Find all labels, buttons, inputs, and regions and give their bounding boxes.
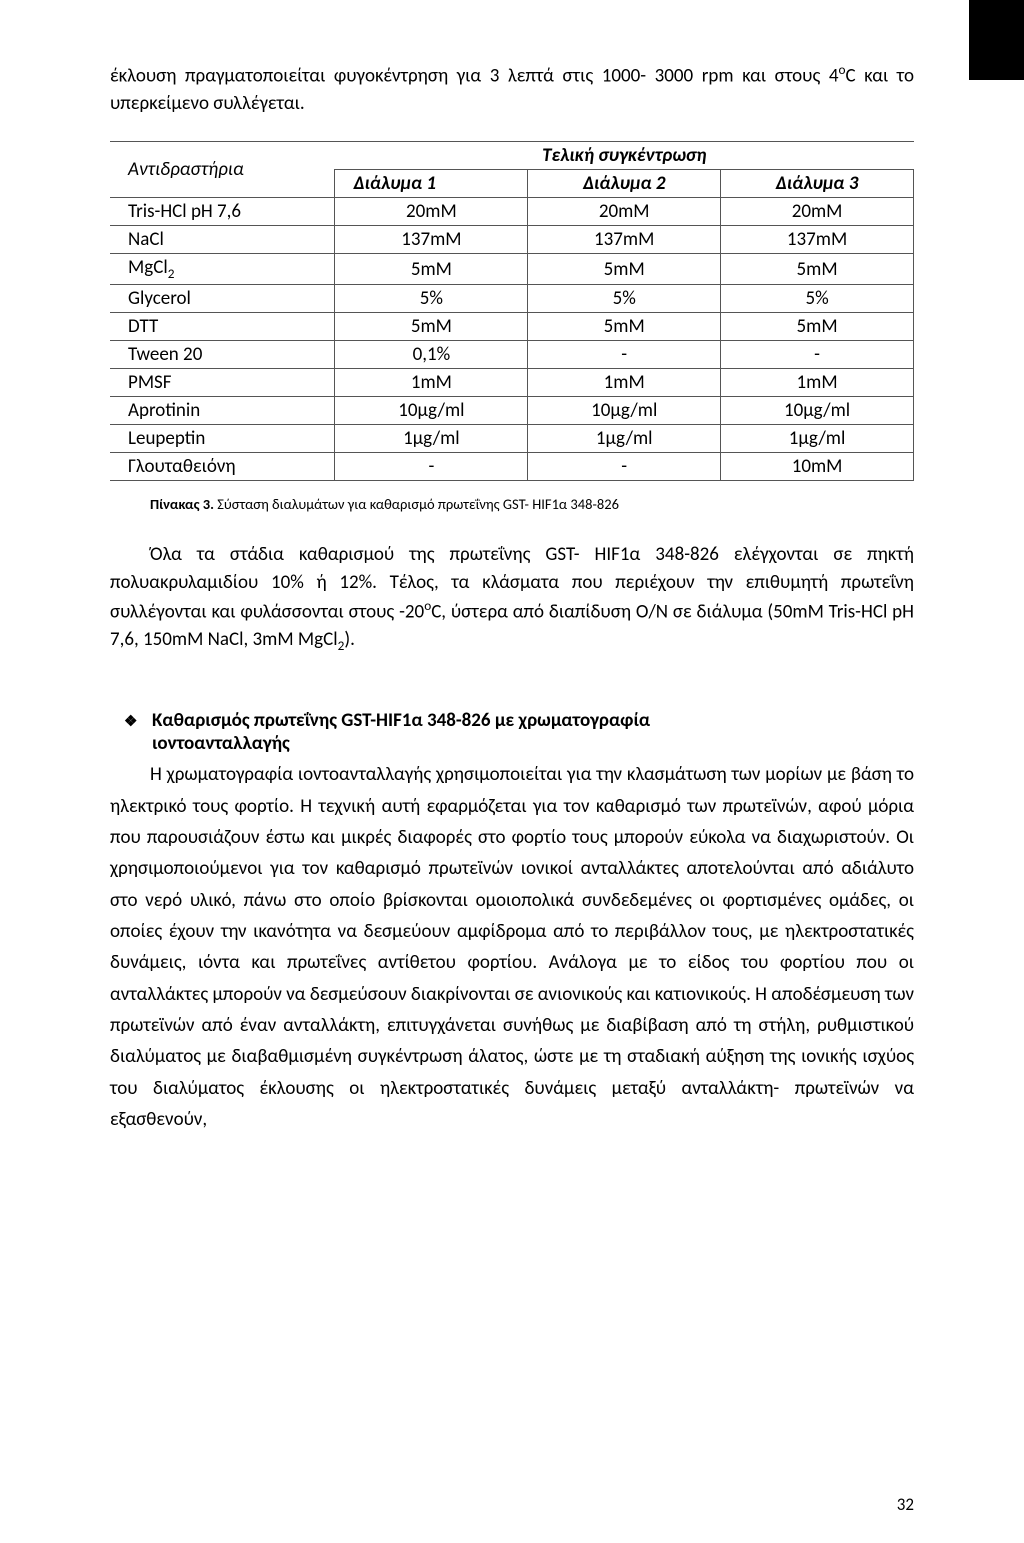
table-row: Glycerol5%5%5% [110,285,914,313]
cell-d2: 5mM [528,254,721,285]
cell-d2: 1mM [528,369,721,397]
cell-d2: 137mM [528,226,721,254]
diamond-bullet-icon: ❖ [110,709,152,755]
table-row: DTT5mM5mM5mM [110,313,914,341]
cell-d3: 10μg/ml [721,397,914,425]
cell-d3: 5mM [721,254,914,285]
section-title-line1: Καθαρισμός πρωτεΐνης GST-HIF1α 348-826 μ… [152,709,650,732]
cell-d2: 5mM [528,313,721,341]
cell-d3: 1mM [721,369,914,397]
reagent-name: Γλουταθειόνη [110,453,335,481]
section-title-line2: ιοντοανταλλαγής [152,732,914,755]
cell-d1: 137mM [335,226,528,254]
cell-d3: 137mM [721,226,914,254]
reagent-name: Leupeptin [110,425,335,453]
cell-d2: 10μg/ml [528,397,721,425]
table-caption: Πίνακας 3. Σύσταση διαλυμάτων για καθαρι… [110,495,914,513]
page: έκλουση πραγματοποιείται φυγοκέντρηση γι… [0,0,1024,1543]
cell-d1: 0,1% [335,341,528,369]
reagent-name: Tween 20 [110,341,335,369]
spacer [110,679,914,709]
storage-paragraph: Όλα τα στάδια καθαρισμού της πρωτεΐνης G… [110,541,914,655]
section-body: Η χρωματογραφία ιοντοανταλλαγής χρησιμοπ… [110,759,914,1135]
cell-d3: 20mM [721,198,914,226]
section-heading: ❖ Καθαρισμός πρωτεΐνης GST-HIF1α 348-826… [110,709,914,755]
caption-prefix: Πίνακας 3. [150,495,214,513]
table-row: Tween 200,1%-- [110,341,914,369]
table-row: NaCl137mM137mM137mM [110,226,914,254]
caption-text: Σύσταση διαλυμάτων για καθαρισμό πρωτεΐν… [214,495,619,513]
reagent-name: NaCl [110,226,335,254]
reagent-name: MgCl2 [110,254,335,285]
intro-text-a: έκλουση πραγματοποιείται φυγοκέντρηση γι… [110,64,838,87]
cell-d1: 5mM [335,254,528,285]
cell-d2: - [528,453,721,481]
reagent-name: Glycerol [110,285,335,313]
th-reagent: Αντιδραστήρια [110,142,335,198]
cell-d1: 20mM [335,198,528,226]
cell-d3: 5% [721,285,914,313]
cell-d1: 1mM [335,369,528,397]
cell-d1: 5% [335,285,528,313]
reagent-name: PMSF [110,369,335,397]
cell-d2: 5% [528,285,721,313]
p2-c: ). [344,628,355,651]
cell-d2: 1μg/ml [528,425,721,453]
table-row: Tris-HCl pH 7,620mM20mM20mM [110,198,914,226]
cell-d1: 10μg/ml [335,397,528,425]
scan-artifact [969,0,1024,80]
page-number: 32 [897,1494,914,1515]
reagent-name: Tris-HCl pH 7,6 [110,198,335,226]
th-final: Τελική συγκέντρωση [335,142,914,170]
cell-d1: 5mM [335,313,528,341]
th-d2: Διάλυμα 2 [528,170,721,198]
section-body-text: Η χρωματογραφία ιοντοανταλλαγής χρησιμοπ… [110,763,914,1131]
cell-d3: - [721,341,914,369]
reagent-name: Aprotinin [110,397,335,425]
table-row: Aprotinin10μg/ml10μg/ml10μg/ml [110,397,914,425]
table-row: PMSF1mM1mM1mM [110,369,914,397]
th-d3: Διάλυμα 3 [721,170,914,198]
concentration-table: Αντιδραστήρια Τελική συγκέντρωση Διάλυμα… [110,141,914,481]
cell-d3: 10mM [721,453,914,481]
cell-d1: 1μg/ml [335,425,528,453]
table-row: Leupeptin1μg/ml1μg/ml1μg/ml [110,425,914,453]
cell-d3: 5mM [721,313,914,341]
section-title: Καθαρισμός πρωτεΐνης GST-HIF1α 348-826 μ… [152,709,914,755]
table-row: MgCl25mM5mM5mM [110,254,914,285]
table-row: Γλουταθειόνη--10mM [110,453,914,481]
intro-paragraph: έκλουση πραγματοποιείται φυγοκέντρηση γι… [110,60,914,117]
th-d1: Διάλυμα 1 [335,170,528,198]
cell-d2: - [528,341,721,369]
cell-d1: - [335,453,528,481]
reagent-name: DTT [110,313,335,341]
cell-d3: 1μg/ml [721,425,914,453]
cell-d2: 20mM [528,198,721,226]
